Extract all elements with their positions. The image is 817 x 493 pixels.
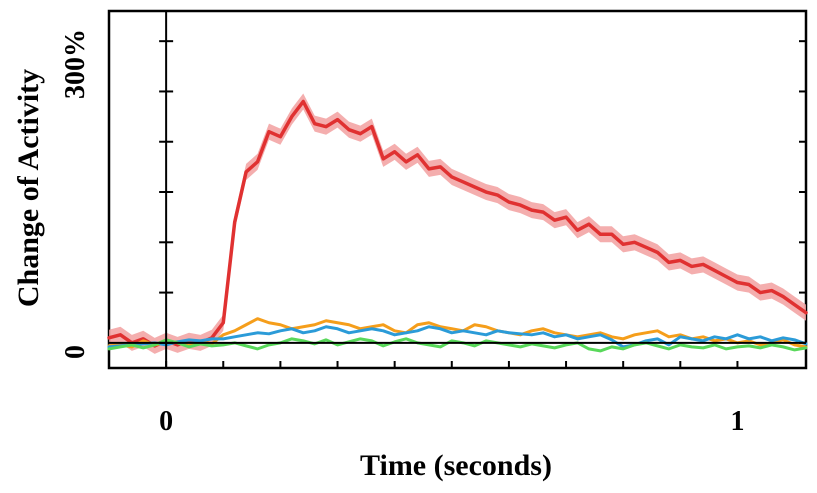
x-axis-title: Time (seconds) (360, 449, 552, 482)
y-axis-title: Change of Activity (12, 69, 45, 307)
chart-marks (107, 93, 808, 354)
y-tick-label-0: 0 (60, 345, 91, 359)
x-tick-label-0: 0 (159, 406, 173, 437)
axis-ticks (109, 11, 806, 368)
series-3-line (107, 337, 808, 353)
x-tick-label-1: 1 (730, 406, 744, 437)
y-tick-label-300: 300% (60, 29, 91, 99)
series-2-line (107, 325, 808, 349)
plot-frame (107, 9, 808, 370)
series-0-line (107, 99, 808, 348)
